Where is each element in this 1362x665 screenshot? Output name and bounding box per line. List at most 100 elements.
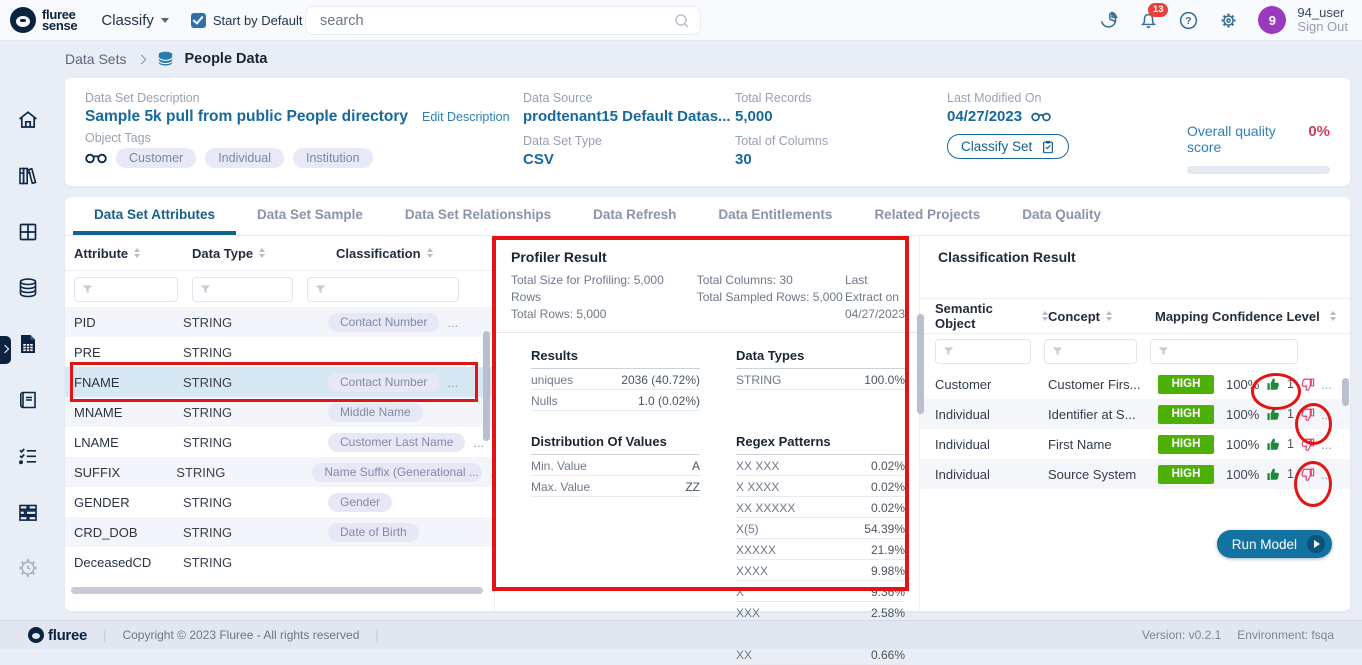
more-ellipsis[interactable]: ... bbox=[1321, 467, 1332, 482]
classify-dropdown[interactable]: Classify bbox=[101, 12, 169, 29]
vertical-scrollbar[interactable] bbox=[483, 331, 490, 441]
classification-pill[interactable]: Contact Number bbox=[328, 373, 439, 392]
classification-pill[interactable]: Gender bbox=[328, 493, 392, 512]
breadcrumb-datasets-link[interactable]: Data Sets bbox=[65, 51, 126, 67]
column-header-semantic-object[interactable]: Semantic Object bbox=[935, 301, 1048, 331]
usage-pie-icon[interactable] bbox=[1098, 10, 1119, 31]
more-ellipsis[interactable]: ... bbox=[447, 375, 458, 390]
classification-pill[interactable]: Date of Birth bbox=[328, 523, 419, 542]
tag-institution[interactable]: Institution bbox=[293, 148, 373, 168]
column-header-concept[interactable]: Concept bbox=[1048, 309, 1155, 324]
table-row[interactable]: PID STRING Contact Number... bbox=[65, 307, 494, 337]
sign-out-link[interactable]: Sign Out bbox=[1297, 20, 1348, 34]
thumbs-up-icon[interactable] bbox=[1266, 407, 1281, 422]
classification-row[interactable]: Individual Identifier at S... HIGH 100% … bbox=[920, 399, 1350, 429]
edit-description-link[interactable]: Edit Description bbox=[422, 110, 510, 124]
vertical-scrollbar[interactable] bbox=[917, 314, 924, 414]
column-label: Attribute bbox=[74, 246, 128, 261]
tab-data-quality[interactable]: Data Quality bbox=[1001, 197, 1122, 235]
thumbs-up-icon[interactable] bbox=[1266, 467, 1281, 482]
confidence-filter-input[interactable] bbox=[1150, 339, 1298, 364]
tab-data-entitlements[interactable]: Data Entitlements bbox=[697, 197, 853, 235]
attribute-name: FNAME bbox=[74, 375, 183, 390]
column-header-attribute[interactable]: Attribute bbox=[74, 246, 192, 261]
divider bbox=[495, 332, 919, 333]
classify-set-button[interactable]: Classify Set bbox=[947, 134, 1069, 159]
sidebar-home-icon[interactable] bbox=[16, 108, 40, 132]
confidence-percent: 100% bbox=[1226, 467, 1266, 482]
semantic-object-filter-input[interactable] bbox=[935, 339, 1031, 364]
sidebar-library-icon[interactable] bbox=[16, 164, 40, 188]
table-row[interactable]: CRD_DOB STRING Date of Birth bbox=[65, 517, 494, 547]
thumbs-down-icon[interactable] bbox=[1300, 467, 1315, 482]
notifications-bell-icon[interactable]: 13 bbox=[1138, 10, 1159, 31]
tab-data-set-sample[interactable]: Data Set Sample bbox=[236, 197, 384, 235]
table-row[interactable]: DeceasedCD STRING bbox=[65, 547, 494, 577]
horizontal-scrollbar[interactable] bbox=[71, 587, 483, 594]
classification-row[interactable]: Individual Source System HIGH 100% 1 ... bbox=[920, 459, 1350, 489]
sidebar-expand-tab[interactable] bbox=[0, 336, 11, 364]
sidebar-checklist-icon[interactable] bbox=[16, 444, 40, 468]
sort-icon[interactable] bbox=[134, 248, 140, 258]
classification-pill[interactable]: Customer Last Name bbox=[328, 433, 465, 452]
more-ellipsis[interactable]: ... bbox=[1321, 437, 1332, 452]
checkbox-checked-icon[interactable] bbox=[191, 13, 206, 28]
sort-icon[interactable] bbox=[259, 248, 265, 258]
more-ellipsis[interactable]: ... bbox=[1321, 407, 1332, 422]
search-box[interactable] bbox=[305, 6, 701, 35]
settings-gear-icon[interactable] bbox=[1218, 10, 1239, 31]
regex-row: XX XXXXX0.02% bbox=[736, 497, 905, 518]
classification-filter-input[interactable] bbox=[307, 277, 459, 302]
sidebar-settings-pending-icon[interactable] bbox=[16, 556, 40, 580]
tab-data-set-attributes[interactable]: Data Set Attributes bbox=[73, 197, 236, 235]
table-row[interactable]: MNAME STRING Middle Name bbox=[65, 397, 494, 427]
column-header-data-type[interactable]: Data Type bbox=[192, 246, 336, 261]
app-logo[interactable]: fluree sense bbox=[10, 7, 77, 33]
concept: Customer Firs... bbox=[1048, 377, 1158, 392]
help-icon[interactable]: ? bbox=[1178, 10, 1199, 31]
table-row[interactable]: PRE STRING bbox=[65, 337, 494, 367]
thumbs-down-icon[interactable] bbox=[1300, 377, 1315, 392]
thumbs-up-icon[interactable] bbox=[1266, 437, 1281, 452]
table-row-selected[interactable]: FNAME STRING Contact Number... bbox=[65, 367, 494, 397]
tag-individual[interactable]: Individual bbox=[205, 148, 284, 168]
thumbs-down-icon[interactable] bbox=[1300, 437, 1315, 452]
sidebar-grid-icon[interactable] bbox=[16, 220, 40, 244]
start-by-default-checkbox[interactable]: Start by Default bbox=[191, 13, 303, 28]
search-input[interactable] bbox=[320, 13, 674, 29]
classification-row[interactable]: Individual First Name HIGH 100% 1 ... bbox=[920, 429, 1350, 459]
classification-row[interactable]: Customer Customer Firs... HIGH 100% 1 ..… bbox=[920, 369, 1350, 399]
avatar[interactable]: 9 bbox=[1258, 6, 1286, 34]
classification-pill[interactable]: Contact Number bbox=[328, 313, 439, 332]
more-ellipsis[interactable]: ... bbox=[447, 315, 458, 330]
glasses-icon[interactable] bbox=[1031, 111, 1051, 122]
attribute-filter-input[interactable] bbox=[74, 277, 178, 302]
sort-icon[interactable] bbox=[1330, 311, 1336, 321]
tab-related-projects[interactable]: Related Projects bbox=[853, 197, 1001, 235]
sidebar-database-icon[interactable] bbox=[16, 276, 40, 300]
sidebar-bricks-icon[interactable] bbox=[16, 500, 40, 524]
column-header-confidence[interactable]: Mapping Confidence Level bbox=[1155, 309, 1350, 324]
concept-filter-input[interactable] bbox=[1044, 339, 1137, 364]
more-ellipsis[interactable]: . bbox=[490, 465, 494, 480]
tag-customer[interactable]: Customer bbox=[116, 148, 196, 168]
tab-data-refresh[interactable]: Data Refresh bbox=[572, 197, 697, 235]
table-row[interactable]: LNAME STRING Customer Last Name... bbox=[65, 427, 494, 457]
vertical-scrollbar[interactable] bbox=[1342, 378, 1349, 406]
table-row[interactable]: GENDER STRING Gender bbox=[65, 487, 494, 517]
classification-pill[interactable]: Middle Name bbox=[328, 403, 423, 422]
data-source-label: Data Source bbox=[523, 91, 735, 105]
sidebar-dataset-table-icon-active[interactable] bbox=[16, 332, 40, 356]
run-model-button[interactable]: Run Model bbox=[1217, 530, 1332, 558]
sidebar-catalog-book-icon[interactable] bbox=[16, 388, 40, 412]
more-ellipsis[interactable]: ... bbox=[1321, 377, 1332, 392]
classification-pill[interactable]: Name Suffix (Generational ... bbox=[312, 463, 482, 482]
sort-icon[interactable] bbox=[427, 248, 433, 258]
sort-icon[interactable] bbox=[1106, 311, 1112, 321]
column-header-classification[interactable]: Classification bbox=[336, 246, 433, 261]
tab-data-set-relationships[interactable]: Data Set Relationships bbox=[384, 197, 572, 235]
thumbs-up-icon[interactable] bbox=[1266, 377, 1281, 392]
thumbs-down-icon[interactable] bbox=[1300, 407, 1315, 422]
data-type-filter-input[interactable] bbox=[192, 277, 293, 302]
table-row[interactable]: SUFFIX STRING Name Suffix (Generational … bbox=[65, 457, 494, 487]
